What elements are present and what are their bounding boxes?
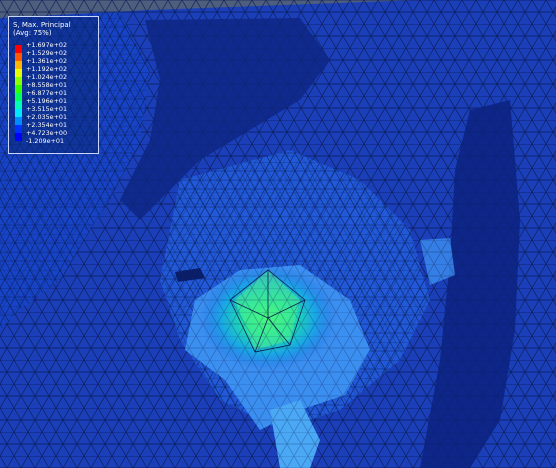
legend-title: S, Max. Principal [13, 21, 71, 29]
legend-tick-label: +1.697e+02 [26, 41, 68, 49]
legend-tick-label: +1.192e+02 [26, 65, 68, 73]
legend-swatch [15, 53, 22, 61]
legend-swatch [15, 101, 22, 109]
legend-swatch [15, 77, 22, 85]
legend-tick-label: +6.877e+01 [26, 89, 68, 97]
legend-tick-label: +4.723e+00 [26, 129, 68, 137]
legend-tick-label: +2.354e+01 [26, 121, 68, 129]
legend-tick-label: +1.024e+02 [26, 73, 68, 81]
legend-swatch [15, 117, 22, 125]
legend-tick-label: +8.558e+01 [26, 81, 68, 89]
legend-tick-label: +1.529e+02 [26, 49, 68, 57]
legend-swatch [15, 125, 22, 133]
color-legend: S, Max. Principal (Avg: 75%) +1.697e+02 +… [8, 16, 99, 154]
legend-tick-label: +3.515e+01 [26, 105, 68, 113]
legend-swatch [15, 85, 22, 93]
legend-subtitle: (Avg: 75%) [13, 29, 52, 37]
legend-swatch [15, 93, 22, 101]
legend-swatch [15, 69, 22, 77]
legend-tick-label: +5.196e+01 [26, 97, 68, 105]
legend-color-bar [15, 45, 22, 141]
legend-tick-label: +1.361e+02 [26, 57, 68, 65]
legend-tick-label: +2.035e+01 [26, 113, 68, 121]
legend-swatch [15, 109, 22, 117]
legend-swatch [15, 61, 22, 69]
legend-swatch [15, 45, 22, 53]
legend-tick-label: -1.209e+01 [26, 137, 65, 145]
legend-swatch [15, 133, 22, 141]
